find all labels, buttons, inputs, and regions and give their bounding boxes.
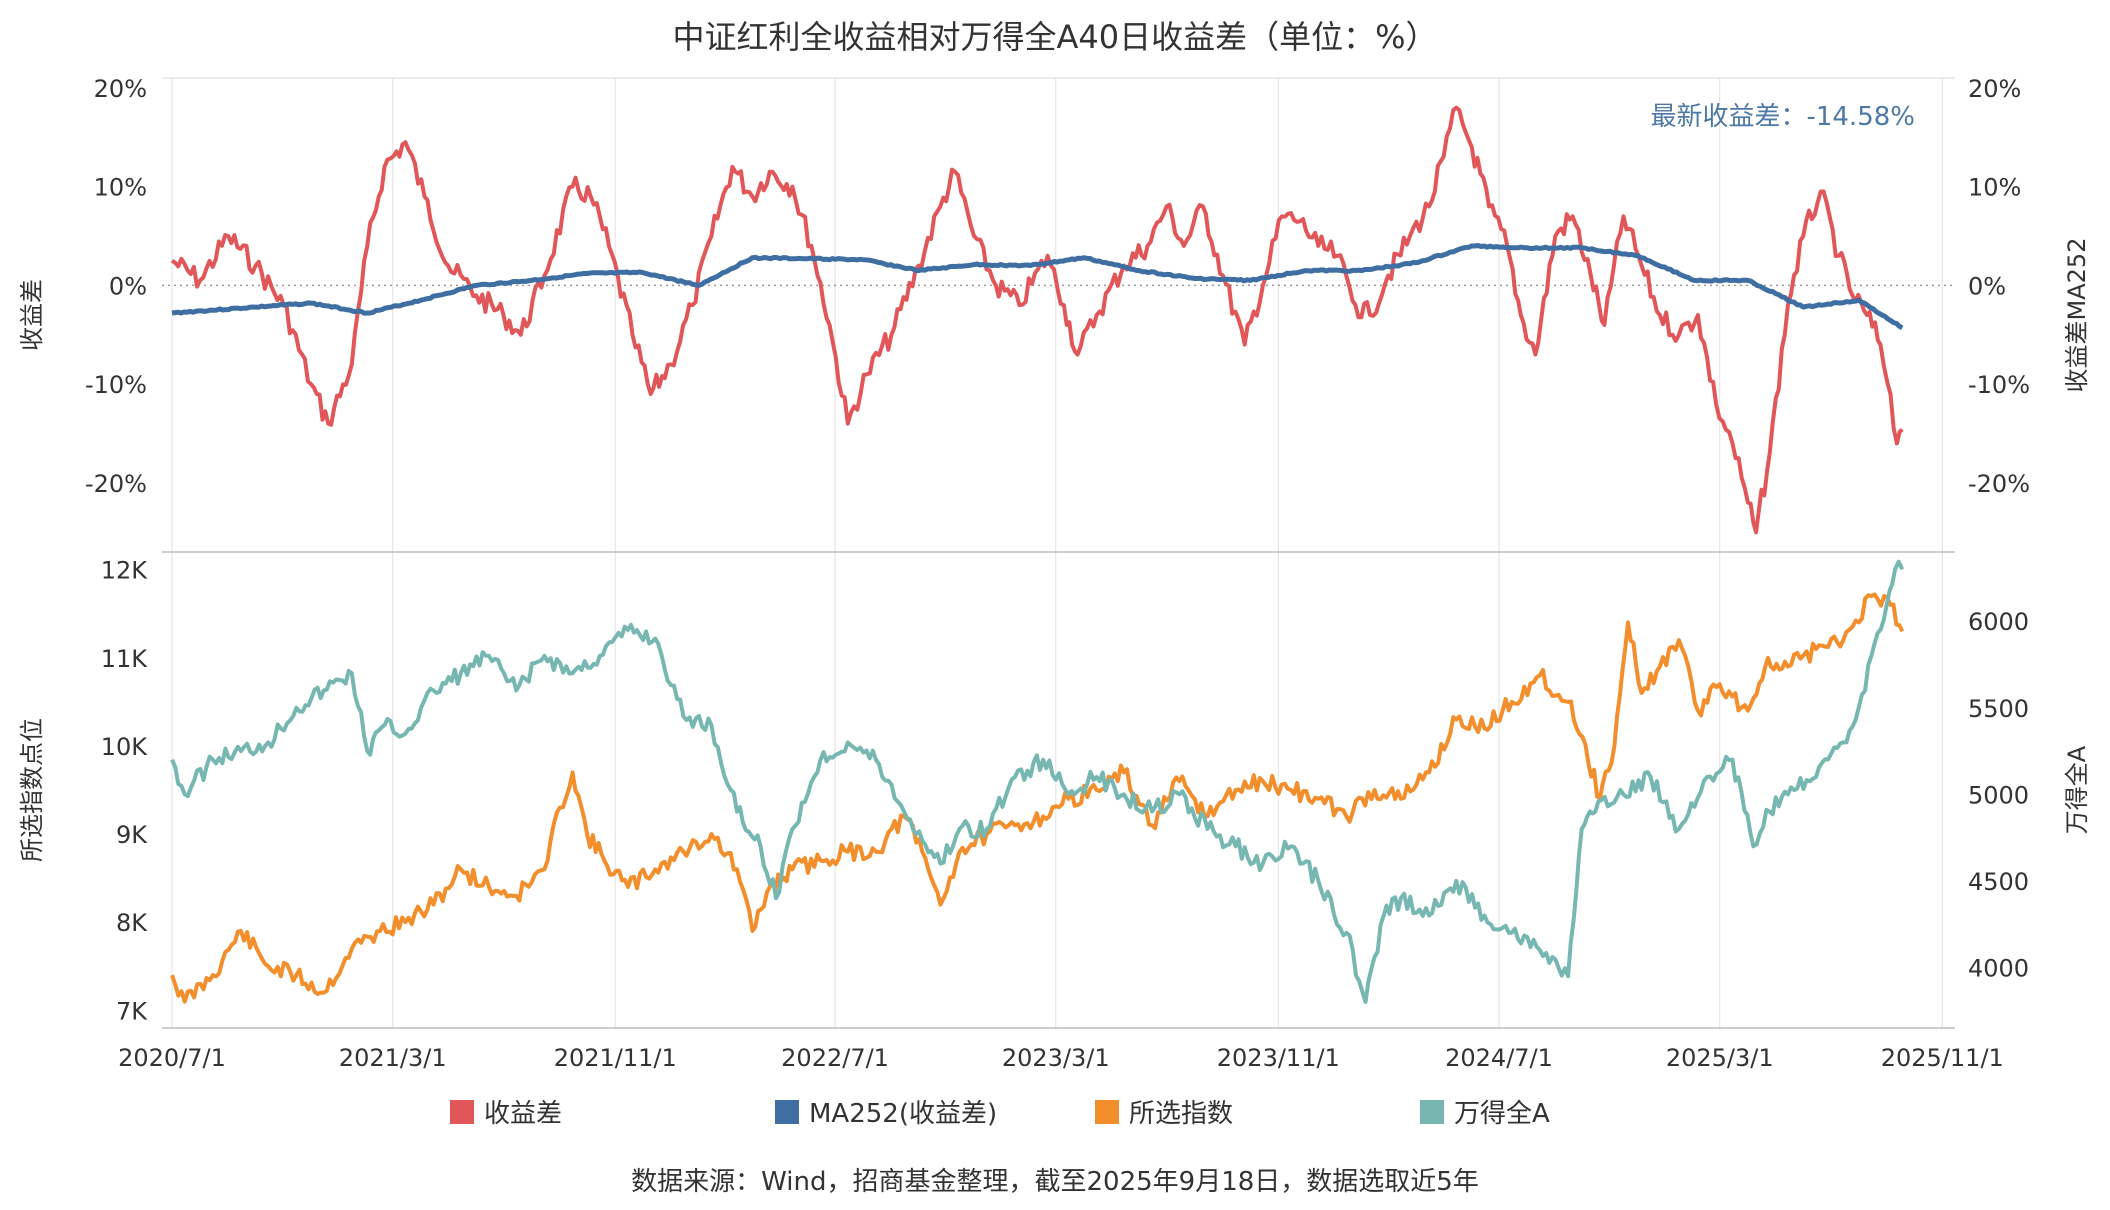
y-tick-label-right: -10% <box>1968 371 2030 399</box>
y-tick-label-left: 12K <box>101 557 149 585</box>
y-tick-label-right: 5000 <box>1968 781 2029 809</box>
y-tick-label-left: 0% <box>109 272 147 300</box>
legend-label: MA252(收益差) <box>809 1099 997 1129</box>
y-tick-label-right: 5500 <box>1968 695 2029 723</box>
legend-swatch <box>775 1100 799 1124</box>
y-tick-label-left: 20% <box>94 75 147 103</box>
y-axis-title-left: 所选指数点位 <box>18 718 46 862</box>
legend-swatch <box>450 1100 474 1124</box>
y-tick-label-left: 10K <box>101 733 149 761</box>
y-tick-label-left: -20% <box>85 470 147 498</box>
latest-spread-annotation: 最新收益差：-14.58% <box>1650 102 1915 132</box>
y-axis-title-right: 收益差MA252 <box>2063 238 2091 393</box>
legend-label: 所选指数 <box>1129 1099 1233 1129</box>
y-tick-label-right: 0% <box>1968 272 2006 300</box>
y-tick-label-left: 8K <box>116 909 148 937</box>
series-line-ma252 <box>171 243 1904 331</box>
x-tick-label: 2025/3/1 <box>1666 1044 1774 1072</box>
y-tick-label-right: 10% <box>1968 174 2021 202</box>
y-tick-label-right: 6000 <box>1968 608 2029 636</box>
y-tick-label-right: -20% <box>1968 470 2030 498</box>
x-tick-label: 2023/11/1 <box>1217 1044 1340 1072</box>
y-tick-label-left: 7K <box>116 997 148 1025</box>
series-line-wind-all-a <box>170 559 1905 1004</box>
chart-title: 中证红利全收益相对万得全A40日收益差（单位：%） <box>672 18 1437 56</box>
source-note: 数据来源：Wind，招商基金整理，截至2025年9月18日，数据选取近5年 <box>631 1167 1479 1197</box>
x-tick-label: 2021/11/1 <box>554 1044 677 1072</box>
x-tick-label: 2020/7/1 <box>118 1044 226 1072</box>
y-tick-label-right: 4500 <box>1968 868 2029 896</box>
series-line-selected-index <box>170 592 1905 1004</box>
y-tick-label-right: 4000 <box>1968 954 2029 982</box>
x-tick-label: 2023/3/1 <box>1002 1044 1110 1072</box>
y-tick-label-right: 20% <box>1968 75 2021 103</box>
legend-swatch <box>1420 1100 1444 1124</box>
legend-label: 收益差 <box>484 1099 562 1129</box>
legend-label: 万得全A <box>1454 1099 1550 1129</box>
legend-swatch <box>1095 1100 1119 1124</box>
x-tick-label: 2025/11/1 <box>1881 1044 2004 1072</box>
series-line-spread <box>170 105 1904 535</box>
x-tick-label: 2024/7/1 <box>1445 1044 1553 1072</box>
y-tick-label-left: -10% <box>85 371 147 399</box>
y-axis-title-left: 收益差 <box>18 279 46 351</box>
y-tick-label-left: 9K <box>116 821 148 849</box>
x-tick-label: 2021/3/1 <box>339 1044 447 1072</box>
x-tick-label: 2022/7/1 <box>781 1044 889 1072</box>
y-axis-title-right: 万得全A <box>2063 745 2091 834</box>
y-tick-label-left: 10% <box>94 174 147 202</box>
y-tick-label-left: 11K <box>101 645 149 673</box>
